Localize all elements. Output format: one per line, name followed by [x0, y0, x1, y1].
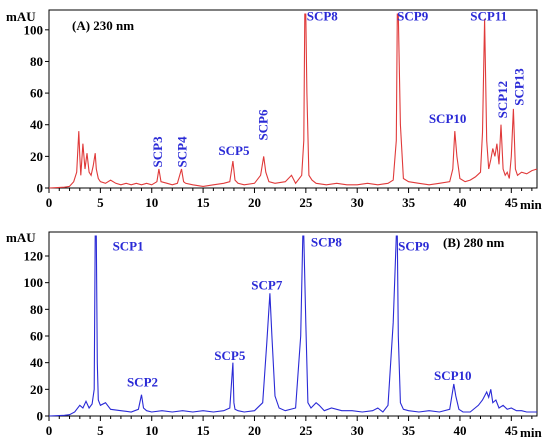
peak-label-scp12: SCP12: [495, 81, 510, 119]
panel-b-y-tick-label: 80: [30, 302, 43, 317]
panel-a-x-tick-label: 25: [299, 195, 313, 210]
panel-b-y-tick-label: 120: [24, 249, 44, 264]
panel-b-y-ticks: 0 20 40 60 80 100 120: [24, 249, 49, 424]
peak-label-scp2: SCP2: [127, 375, 158, 390]
panel-b-frame: [48, 231, 538, 417]
panel-b-y-tick-label: 60: [30, 329, 43, 344]
peak-label-scp13: SCP13: [512, 68, 527, 106]
peak-label-scp10: SCP10: [434, 368, 472, 383]
panel-a-x-tick-label: 35: [402, 195, 416, 210]
panel-b-x-tick-label: 10: [145, 423, 158, 438]
panel-a-y-tick-label: 0: [37, 181, 44, 196]
panel-a-y-ticks: 0 20 40 60 80 100: [24, 22, 49, 196]
peak-label-scp11: SCP11: [470, 8, 507, 23]
panel-b-x-tick-label: 25: [299, 423, 313, 438]
panel-b-y-tick-label: 0: [37, 409, 44, 424]
panel-b-y-tick-label: 20: [30, 382, 43, 397]
panel-a-y-tick-label: 100: [24, 22, 44, 37]
panel-b-peak-labels: SCP1 SCP2 SCP5 SCP7 SCP8 SCP9 SCP10: [113, 235, 472, 390]
panel-b-x-tick-label: 5: [97, 423, 104, 438]
panel-a-y-tick-label: 40: [30, 117, 43, 132]
panel-a-y-tick-label: 80: [30, 54, 43, 69]
panel-b-x-tick-label: 0: [46, 423, 53, 438]
peak-label-scp5: SCP5: [214, 348, 246, 363]
peak-label-scp8: SCP8: [311, 235, 343, 250]
panel-a-trace: [48, 13, 538, 189]
panel-a-title: (A) 230 nm: [72, 18, 134, 33]
panel-a-x-tick-label: 45: [505, 195, 519, 210]
panel-a-x-ticks: 0 5 10 15 20 25 30 35 40 45: [46, 188, 533, 210]
panel-b-x-tick-label: 40: [453, 423, 466, 438]
panel-b-x-tick-label: 20: [248, 423, 261, 438]
panel-a-x-tick-label: 15: [197, 195, 211, 210]
panel-b-x-tick-label: 45: [505, 423, 519, 438]
peak-label-scp5: SCP5: [218, 143, 250, 158]
panel-a-x-tick-label: 40: [453, 195, 466, 210]
peak-label-scp7: SCP7: [251, 277, 283, 292]
peak-label-scp9: SCP9: [397, 8, 429, 23]
panel-a-x-tick-label: 10: [145, 195, 158, 210]
panel-b-x-tick-label: 30: [351, 423, 364, 438]
panel-a-frame: [48, 9, 538, 189]
panel-a-peak-labels: SCP3 SCP4 SCP5 SCP6 SCP8 SCP9 SCP10 SCP11 SCP12 S…: [150, 8, 527, 167]
panel-b-y-tick-label: 40: [30, 355, 43, 370]
peak-label-scp4: SCP4: [175, 136, 190, 168]
panel-a-x-tick-label: 30: [351, 195, 364, 210]
panel-b-y-tick-label: 100: [24, 275, 44, 290]
panel-a-x-unit: min: [520, 197, 542, 212]
panel-a-y-unit: mAU: [6, 9, 36, 24]
panel-b-y-unit: mAU: [6, 230, 36, 245]
panel-b-trace: [48, 235, 537, 417]
panel-b-x-tick-label: 15: [197, 423, 211, 438]
panel-a-y-tick-label: 20: [30, 149, 43, 164]
peak-label-scp1: SCP1: [113, 239, 144, 254]
panel-a-230nm: 0 20 40 60 80 100 0 5 10 15 20 25 30 35 40 45 SCP3 SCP4…: [6, 8, 542, 212]
panel-a-y-tick-label: 60: [30, 86, 43, 101]
panel-b-x-ticks: 0 5 10 15 20 25 30 35 40 45: [46, 416, 533, 438]
peak-label-scp8: SCP8: [307, 8, 339, 23]
peak-label-scp9: SCP9: [398, 239, 430, 254]
panel-b-x-tick-label: 35: [402, 423, 416, 438]
peak-label-scp3: SCP3: [150, 136, 165, 168]
peak-label-scp6: SCP6: [256, 109, 271, 141]
panel-a-x-tick-label: 0: [46, 195, 53, 210]
panel-a-x-tick-label: 5: [97, 195, 104, 210]
panel-b-title: (B) 280 nm: [443, 235, 505, 250]
panel-a-x-tick-label: 20: [248, 195, 261, 210]
peak-label-scp10: SCP10: [429, 111, 467, 126]
panel-b-x-unit: min: [520, 425, 542, 440]
